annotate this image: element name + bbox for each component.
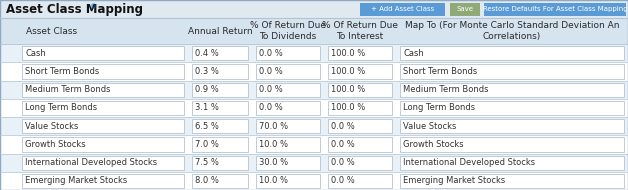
FancyBboxPatch shape [192,137,248,151]
FancyBboxPatch shape [0,172,628,190]
FancyBboxPatch shape [22,174,184,188]
Text: Emerging Market Stocks: Emerging Market Stocks [25,176,127,185]
Text: Long Term Bonds: Long Term Bonds [25,103,97,112]
FancyBboxPatch shape [192,82,248,97]
Text: 0.9 %: 0.9 % [195,85,219,94]
FancyBboxPatch shape [256,174,320,188]
FancyBboxPatch shape [0,18,628,44]
Text: Medium Term Bonds: Medium Term Bonds [403,85,489,94]
FancyBboxPatch shape [192,174,248,188]
Text: 10.0 %: 10.0 % [259,176,288,185]
Text: 0.4 %: 0.4 % [195,49,219,58]
FancyBboxPatch shape [22,46,184,60]
FancyBboxPatch shape [22,137,184,151]
Text: Cash: Cash [403,49,424,58]
Text: Growth Stocks: Growth Stocks [403,140,463,149]
Text: Asset Class: Asset Class [26,26,77,36]
Text: International Developed Stocks: International Developed Stocks [25,158,157,167]
FancyBboxPatch shape [328,46,392,60]
FancyBboxPatch shape [328,155,392,170]
Text: Emerging Market Stocks: Emerging Market Stocks [403,176,506,185]
Text: 100.0 %: 100.0 % [331,85,365,94]
Text: Medium Term Bonds: Medium Term Bonds [25,85,111,94]
FancyBboxPatch shape [256,64,320,78]
FancyBboxPatch shape [192,119,248,133]
FancyBboxPatch shape [22,101,184,115]
Text: 0.0 %: 0.0 % [259,85,283,94]
Text: 0.0 %: 0.0 % [331,158,355,167]
FancyBboxPatch shape [484,2,626,16]
Text: 0.0 %: 0.0 % [331,140,355,149]
Text: 0.3 %: 0.3 % [195,67,219,76]
Text: ®: ® [90,4,97,10]
FancyBboxPatch shape [0,99,628,117]
Text: Short Term Bonds: Short Term Bonds [403,67,477,76]
Text: Annual Return: Annual Return [188,26,252,36]
Text: 70.0 %: 70.0 % [259,122,288,131]
FancyBboxPatch shape [0,0,628,18]
FancyBboxPatch shape [400,174,624,188]
Text: Value Stocks: Value Stocks [25,122,78,131]
FancyBboxPatch shape [450,2,480,16]
Text: Short Term Bonds: Short Term Bonds [25,67,99,76]
Text: 3.1 %: 3.1 % [195,103,219,112]
Text: 100.0 %: 100.0 % [331,67,365,76]
Text: 100.0 %: 100.0 % [331,49,365,58]
FancyBboxPatch shape [0,154,628,172]
Text: 7.0 %: 7.0 % [195,140,219,149]
FancyBboxPatch shape [192,46,248,60]
Text: + Add Asset Class: + Add Asset Class [371,6,434,12]
FancyBboxPatch shape [400,46,624,60]
FancyBboxPatch shape [400,82,624,97]
FancyBboxPatch shape [256,46,320,60]
FancyBboxPatch shape [0,135,628,154]
FancyBboxPatch shape [328,82,392,97]
FancyBboxPatch shape [22,119,184,133]
FancyBboxPatch shape [192,155,248,170]
FancyBboxPatch shape [328,101,392,115]
Text: 100.0 %: 100.0 % [331,103,365,112]
FancyBboxPatch shape [360,2,445,16]
FancyBboxPatch shape [256,155,320,170]
Text: 0.0 %: 0.0 % [331,176,355,185]
Text: Growth Stocks: Growth Stocks [25,140,85,149]
FancyBboxPatch shape [22,82,184,97]
FancyBboxPatch shape [256,82,320,97]
Text: Asset Class Mapping: Asset Class Mapping [6,2,143,16]
Text: 30.0 %: 30.0 % [259,158,288,167]
Text: International Developed Stocks: International Developed Stocks [403,158,535,167]
FancyBboxPatch shape [328,64,392,78]
FancyBboxPatch shape [0,117,628,135]
Text: Restore Defaults For Asset Class Mapping: Restore Defaults For Asset Class Mapping [483,6,627,12]
FancyBboxPatch shape [400,64,624,78]
Text: 0.0 %: 0.0 % [331,122,355,131]
Text: 8.0 %: 8.0 % [195,176,219,185]
FancyBboxPatch shape [400,137,624,151]
FancyBboxPatch shape [22,155,184,170]
Text: % Of Return Due
To Interest: % Of Return Due To Interest [322,21,398,41]
FancyBboxPatch shape [400,155,624,170]
FancyBboxPatch shape [192,101,248,115]
FancyBboxPatch shape [192,64,248,78]
FancyBboxPatch shape [0,62,628,81]
FancyBboxPatch shape [400,119,624,133]
Text: 0.0 %: 0.0 % [259,103,283,112]
FancyBboxPatch shape [0,81,628,99]
Text: 6.5 %: 6.5 % [195,122,219,131]
Text: Cash: Cash [25,49,46,58]
FancyBboxPatch shape [328,119,392,133]
FancyBboxPatch shape [22,64,184,78]
Text: 7.5 %: 7.5 % [195,158,219,167]
Text: Map To (For Monte Carlo Standard Deviation An
Correlations): Map To (For Monte Carlo Standard Deviati… [405,21,619,41]
Text: Save: Save [457,6,474,12]
FancyBboxPatch shape [328,174,392,188]
Text: % Of Return Due
To Dividends: % Of Return Due To Dividends [250,21,326,41]
Text: 0.0 %: 0.0 % [259,67,283,76]
FancyBboxPatch shape [328,137,392,151]
Text: 0.0 %: 0.0 % [259,49,283,58]
FancyBboxPatch shape [256,137,320,151]
Text: Value Stocks: Value Stocks [403,122,457,131]
FancyBboxPatch shape [256,119,320,133]
FancyBboxPatch shape [0,44,628,62]
